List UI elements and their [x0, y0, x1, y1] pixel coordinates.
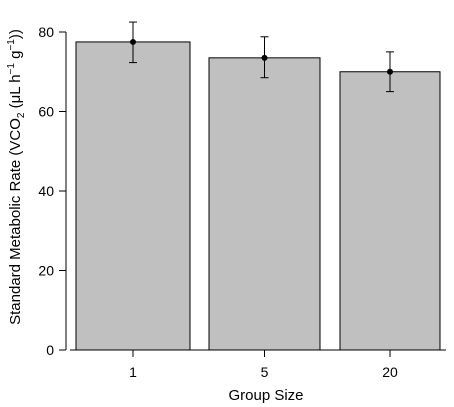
x-tick-label-1: 1	[129, 364, 137, 380]
mean-points	[130, 38, 393, 75]
y-axis-title-suffix: ))	[7, 29, 24, 39]
y-axis-title-mid: (μL h	[7, 74, 24, 112]
x-tick-label-5: 5	[261, 364, 269, 380]
y-axis-title: Standard Metabolic Rate (VCO2 (μL h−1 g−…	[6, 29, 27, 325]
y-tick-label-60: 60	[38, 104, 54, 120]
tick-labels: 0 20 40 60 80 1 5 20	[38, 24, 398, 380]
y-tick-label-20: 20	[38, 263, 54, 279]
bars	[75, 41, 441, 351]
mean-point-20	[387, 68, 393, 75]
mean-point-1	[130, 38, 136, 45]
bar-20	[339, 71, 441, 351]
y-axis-title-superscript-1: −1	[6, 63, 17, 75]
mean-point-5	[261, 54, 268, 61]
y-tick-label-40: 40	[38, 183, 54, 199]
x-axis-title: Group Size	[228, 387, 303, 404]
x-tick-label-20: 20	[382, 364, 398, 380]
y-axis-title-g: g	[7, 51, 24, 64]
y-tick-label-80: 80	[38, 24, 54, 40]
y-axis-title-subscript: 2	[16, 112, 27, 118]
bar-5	[208, 57, 321, 351]
y-tick-label-0: 0	[46, 342, 54, 358]
y-axis-title-prefix: Standard Metabolic Rate (VCO	[7, 118, 24, 325]
bar-1	[75, 41, 191, 351]
y-axis-title-superscript-2: −1	[6, 39, 17, 51]
